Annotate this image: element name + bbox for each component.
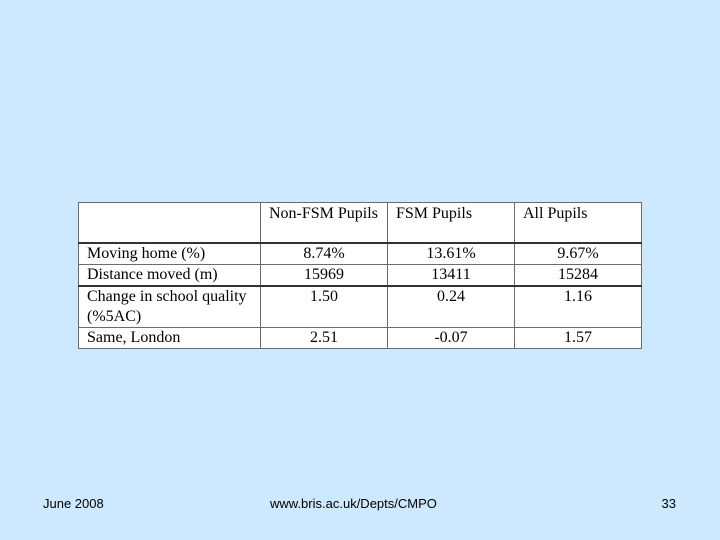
cell-all: 15284 xyxy=(514,263,642,287)
results-table: Non-FSM Pupils FSM Pupils All Pupils Mov… xyxy=(78,202,642,349)
table-row: Moving home (%) 8.74% 13.61% 9.67% xyxy=(78,242,642,265)
row-label: Distance moved (m) xyxy=(78,263,261,287)
cell-all: 9.67% xyxy=(514,242,642,265)
cell-non-fsm: 8.74% xyxy=(260,242,388,265)
cell-non-fsm: 15969 xyxy=(260,263,388,287)
row-label: Moving home (%) xyxy=(78,242,261,265)
header-fsm: FSM Pupils xyxy=(387,202,515,244)
header-empty-cell xyxy=(78,202,261,244)
header-all: All Pupils xyxy=(514,202,642,244)
page-number: 33 xyxy=(661,496,676,511)
table-header-row: Non-FSM Pupils FSM Pupils All Pupils xyxy=(78,202,642,244)
row-label: Same, London xyxy=(78,326,261,349)
footer-url: www.bris.ac.uk/Depts/CMPO xyxy=(270,496,437,511)
header-non-fsm: Non-FSM Pupils xyxy=(260,202,388,244)
cell-non-fsm: 2.51 xyxy=(260,326,388,349)
table-row: Change in school quality (%5AC) 1.50 0.2… xyxy=(78,285,642,328)
table-row: Same, London 2.51 -0.07 1.57 xyxy=(78,326,642,349)
cell-fsm: 13411 xyxy=(387,263,515,287)
row-label: Change in school quality (%5AC) xyxy=(78,285,261,328)
footer-date: June 2008 xyxy=(43,496,104,511)
cell-all: 1.57 xyxy=(514,326,642,349)
cell-fsm: 13.61% xyxy=(387,242,515,265)
cell-all: 1.16 xyxy=(514,285,642,328)
cell-fsm: -0.07 xyxy=(387,326,515,349)
cell-non-fsm: 1.50 xyxy=(260,285,388,328)
table-row: Distance moved (m) 15969 13411 15284 xyxy=(78,263,642,287)
cell-fsm: 0.24 xyxy=(387,285,515,328)
results-table-container: Non-FSM Pupils FSM Pupils All Pupils Mov… xyxy=(78,202,642,349)
